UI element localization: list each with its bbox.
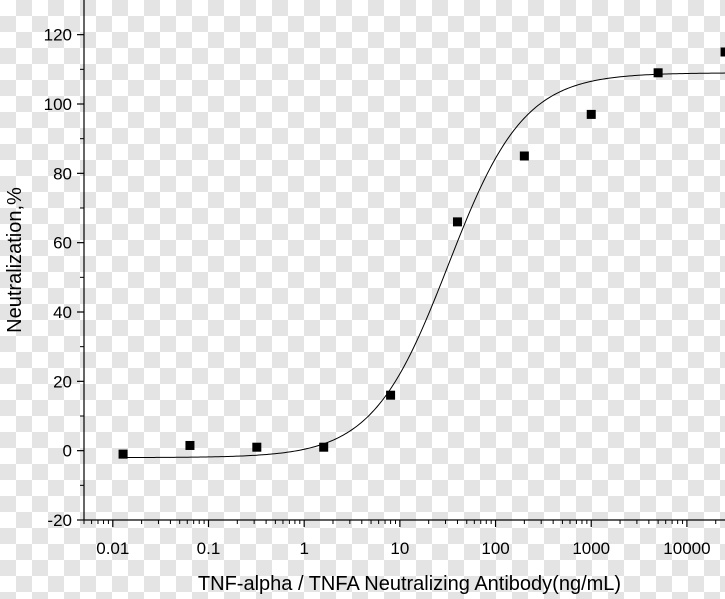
- y-tick-label: 120: [44, 26, 72, 45]
- data-point: [519, 151, 529, 161]
- data-point: [653, 68, 663, 78]
- y-ticks: -20 0 20 40 60 80 100 120: [44, 26, 84, 530]
- data-points: [118, 47, 725, 459]
- x-tick-label: 10000: [663, 539, 710, 558]
- x-tick-label: 0.01: [96, 539, 129, 558]
- y-tick-label: 80: [53, 164, 72, 183]
- x-tick-label: 10: [390, 539, 409, 558]
- data-point: [185, 440, 195, 450]
- y-tick-label: 40: [53, 303, 72, 322]
- data-point: [319, 442, 329, 452]
- data-point: [452, 217, 462, 227]
- y-tick-label: 60: [53, 234, 72, 253]
- y-axis-title: Neutralization,%: [4, 187, 26, 333]
- y-tick-label: -20: [47, 511, 72, 530]
- data-point: [252, 442, 262, 452]
- x-tick-label: 1000: [572, 539, 610, 558]
- y-tick-label: 0: [63, 442, 72, 461]
- y-tick-label: 100: [44, 95, 72, 114]
- x-tick-label: 100: [481, 539, 509, 558]
- x-tick-label: 1: [299, 539, 308, 558]
- data-point: [720, 47, 725, 57]
- y-tick-label: 20: [53, 372, 72, 391]
- data-point: [118, 449, 128, 459]
- axes: [83, 0, 725, 521]
- x-ticks: 0.01 0.1 1 10 100 1000 10000: [83, 520, 717, 558]
- x-axis-title: TNF-alpha / TNFA Neutralizing Antibody(n…: [198, 573, 621, 595]
- fit-curve: [122, 72, 725, 459]
- data-point: [386, 390, 396, 400]
- x-tick-label: 0.1: [197, 539, 221, 558]
- data-point: [586, 109, 596, 119]
